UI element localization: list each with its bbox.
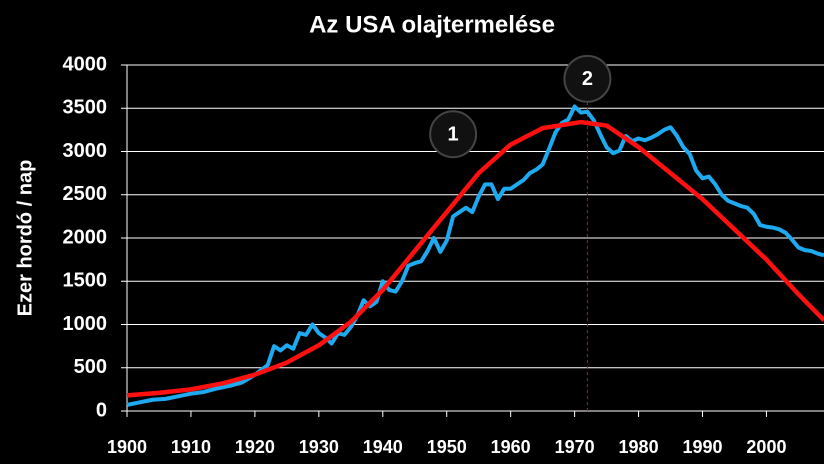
x-tick-label: 1900 bbox=[107, 437, 147, 457]
x-tick-label: 1910 bbox=[171, 437, 211, 457]
x-tick-label: 2000 bbox=[746, 437, 786, 457]
y-tick-label: 500 bbox=[74, 356, 107, 378]
annotation-label: 2 bbox=[582, 68, 593, 90]
y-tick-label: 2000 bbox=[63, 226, 108, 248]
x-tick-label: 1920 bbox=[235, 437, 275, 457]
y-tick-label: 3000 bbox=[63, 140, 108, 162]
y-tick-label: 4000 bbox=[63, 53, 108, 75]
x-tick-label: 1960 bbox=[491, 437, 531, 457]
x-tick-label: 1930 bbox=[299, 437, 339, 457]
x-tick-label: 1980 bbox=[619, 437, 659, 457]
y-tick-label: 2500 bbox=[63, 183, 108, 205]
annotation-marker bbox=[429, 110, 478, 159]
y-tick-label: 3500 bbox=[63, 97, 108, 119]
x-tick-label: 1970 bbox=[555, 437, 595, 457]
line bbox=[126, 119, 824, 398]
y-tick-label: 0 bbox=[96, 399, 107, 421]
line bbox=[126, 104, 824, 407]
annotation-marker bbox=[563, 54, 612, 103]
x-tick-label: 1990 bbox=[682, 437, 722, 457]
y-tick-label: 1000 bbox=[63, 313, 108, 335]
annotation-label: 1 bbox=[448, 123, 459, 145]
x-tick-label: 1940 bbox=[363, 437, 403, 457]
y-axis-label: Ezer hordó / nap bbox=[14, 160, 36, 317]
x-tick-label: 1950 bbox=[427, 437, 467, 457]
y-tick-label: 1500 bbox=[63, 270, 108, 292]
chart-title: Az USA olajtermelése bbox=[309, 11, 555, 38]
